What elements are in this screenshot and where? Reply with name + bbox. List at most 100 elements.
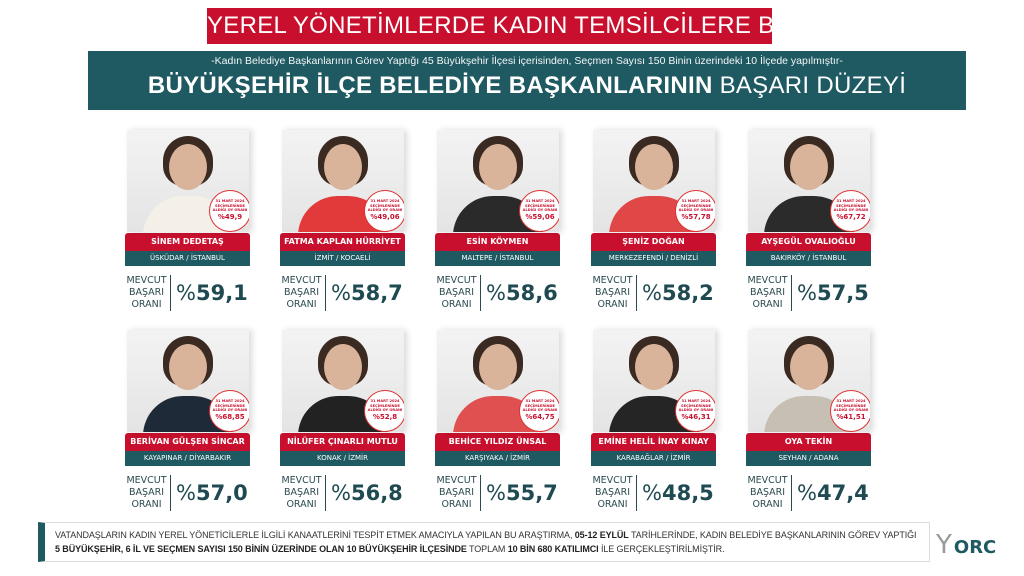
mayor-photo: 31 MART 2024 SEÇİMLERİNDE ALDIĞI OY ORAN… <box>593 130 715 232</box>
mayor-location: ÜSKÜDAR / İSTANBUL <box>125 251 250 266</box>
head-shape <box>790 344 828 390</box>
success-rate: %48,5 <box>637 481 714 505</box>
mayor-card: 31 MART 2024 SEÇİMLERİNDE ALDIĞI OY ORAN… <box>125 130 250 314</box>
metric-label: MEVCUT BAŞARI ORANI <box>746 475 792 511</box>
percent-sign: % <box>642 481 662 505</box>
vote-rate: %49,9 <box>217 212 243 221</box>
metric-label-line: BAŞARI <box>128 487 165 498</box>
metric-label-line: MEVCUT <box>592 475 633 486</box>
success-rate: %57,5 <box>792 281 869 305</box>
success-rate-value: 58,2 <box>661 281 714 305</box>
success-metric: MEVCUT BAŞARI ORANI %58,2 <box>591 272 716 314</box>
badge-line: SEÇİMLERİNDE <box>370 203 400 208</box>
metric-label: MEVCUT BAŞARI ORANI <box>125 275 171 311</box>
metric-label-line: ORANI <box>752 299 783 310</box>
mayor-location: MERKEZEFENDİ / DENİZLİ <box>591 251 716 266</box>
success-rate-value: 57,0 <box>195 481 248 505</box>
vote-rate: %68,85 <box>215 412 245 421</box>
badge-line: 31 MART 2024 <box>370 199 400 203</box>
success-rate: %58,2 <box>637 281 714 305</box>
percent-sign: % <box>331 481 351 505</box>
metric-label: MEVCUT BAŞARI ORANI <box>435 475 481 511</box>
vote-rate: %52,8 <box>372 412 398 421</box>
head-shape <box>479 344 517 390</box>
mayor-location: İZMİT / KOCAELİ <box>280 251 405 266</box>
badge-line: ALDIĞI OY ORANI <box>212 408 248 413</box>
metric-label-line: MEVCUT <box>747 475 788 486</box>
banner-heading: BÜYÜKŞEHİR İLÇE BELEDİYE BAŞKANLARININ B… <box>88 72 966 100</box>
mayor-card: 31 MART 2024 SEÇİMLERİNDE ALDIĞI OY ORAN… <box>280 330 405 514</box>
mayor-photo: 31 MART 2024 SEÇİMLERİNDE ALDIĞI OY ORAN… <box>282 130 404 232</box>
success-metric: MEVCUT BAŞARI ORANI %58,6 <box>435 272 560 314</box>
mayor-photo: 31 MART 2024 SEÇİMLERİNDE ALDIĞI OY ORAN… <box>127 130 249 232</box>
metric-label-line: ORANI <box>131 299 162 310</box>
mayor-card: 31 MART 2024 SEÇİMLERİNDE ALDIĞI OY ORAN… <box>435 330 560 514</box>
success-rate-value: 55,7 <box>505 481 558 505</box>
badge-line: ALDIĞI OY ORANI <box>367 408 403 413</box>
badge-line: 31 MART 2024 <box>215 199 245 203</box>
vote-rate-badge: 31 MART 2024 SEÇİMLERİNDE ALDIĞI OY ORAN… <box>209 390 249 432</box>
vote-rate: %41,51 <box>836 412 866 421</box>
metric-label-line: BAŞARI <box>594 287 631 298</box>
heading-light: BAŞARI DÜZEYİ <box>719 72 907 99</box>
badge-line: SEÇİMLERİNDE <box>681 203 711 208</box>
metric-label-line: BAŞARI <box>438 487 475 498</box>
vote-rate-badge: 31 MART 2024 SEÇİMLERİNDE ALDIĞI OY ORAN… <box>519 390 559 432</box>
metric-label-line: ORANI <box>441 499 472 510</box>
badge-line: ALDIĞI OY ORANI <box>212 208 248 213</box>
metric-label-line: BAŞARI <box>749 287 786 298</box>
metric-label-line: MEVCUT <box>592 275 633 286</box>
metric-label: MEVCUT BAŞARI ORANI <box>125 475 171 511</box>
badge-line: 31 MART 2024 <box>681 199 711 203</box>
success-metric: MEVCUT BAŞARI ORANI %48,5 <box>591 472 716 514</box>
metric-label-line: MEVCUT <box>436 475 477 486</box>
success-rate-value: 47,4 <box>816 481 869 505</box>
success-rate-value: 58,7 <box>350 281 403 305</box>
badge-line: SEÇİMLERİNDE <box>836 403 866 408</box>
success-rate: %47,4 <box>792 481 869 505</box>
mayor-card: 31 MART 2024 SEÇİMLERİNDE ALDIĞI OY ORAN… <box>591 130 716 314</box>
footer-bold: 5 BÜYÜKŞEHİR, 6 İL VE SEÇMEN SAYISI 150 … <box>55 544 467 554</box>
vote-rate: %49,06 <box>370 212 400 221</box>
badge-line: SEÇİMLERİNDE <box>681 403 711 408</box>
vote-rate: %46,31 <box>681 412 711 421</box>
success-metric: MEVCUT BAŞARI ORANI %57,5 <box>746 272 871 314</box>
badge-line: SEÇİMLERİNDE <box>215 403 245 408</box>
badge-line: ALDIĞI OY ORANI <box>678 408 714 413</box>
vote-rate-badge: 31 MART 2024 SEÇİMLERİNDE ALDIĞI OY ORAN… <box>364 390 404 432</box>
vote-rate-badge: 31 MART 2024 SEÇİMLERİNDE ALDIĞI OY ORAN… <box>519 190 559 232</box>
success-rate-value: 59,1 <box>195 281 248 305</box>
mayor-photo: 31 MART 2024 SEÇİMLERİNDE ALDIĞI OY ORAN… <box>127 330 249 432</box>
head-shape <box>635 144 673 190</box>
success-rate-value: 57,5 <box>816 281 869 305</box>
percent-sign: % <box>797 481 817 505</box>
success-rate-value: 56,8 <box>350 481 403 505</box>
metric-label: MEVCUT BAŞARI ORANI <box>280 475 326 511</box>
metric-label-line: BAŞARI <box>594 487 631 498</box>
metric-label-line: MEVCUT <box>126 275 167 286</box>
head-shape <box>324 144 362 190</box>
head-shape <box>479 144 517 190</box>
badge-line: 31 MART 2024 <box>525 399 555 403</box>
success-metric: MEVCUT BAŞARI ORANI %47,4 <box>746 472 871 514</box>
metric-label-line: ORANI <box>597 499 628 510</box>
percent-sign: % <box>486 281 506 305</box>
percent-sign: % <box>642 281 662 305</box>
metric-label-line: BAŞARI <box>283 287 320 298</box>
mayor-name: ESİN KÖYMEN <box>435 233 560 251</box>
metric-label-line: ORANI <box>131 499 162 510</box>
mayor-location: BAKIRKÖY / İSTANBUL <box>746 251 871 266</box>
logo-mark-icon: Y <box>936 530 952 560</box>
vote-rate-badge: 31 MART 2024 SEÇİMLERİNDE ALDIĞI OY ORAN… <box>830 190 870 232</box>
metric-label-line: ORANI <box>441 299 472 310</box>
badge-line: ALDIĞI OY ORANI <box>833 208 869 213</box>
percent-sign: % <box>797 281 817 305</box>
badge-line: ALDIĞI OY ORANI <box>678 208 714 213</box>
success-rate-value: 48,5 <box>661 481 714 505</box>
badge-line: ALDIĞI OY ORANI <box>522 208 558 213</box>
vote-rate: %67,72 <box>836 212 866 221</box>
mayor-location: MALTEPE / İSTANBUL <box>435 251 560 266</box>
metric-label: MEVCUT BAŞARI ORANI <box>280 275 326 311</box>
mayor-photo: 31 MART 2024 SEÇİMLERİNDE ALDIĞI OY ORAN… <box>748 330 870 432</box>
logo-text: ORC <box>953 537 997 558</box>
